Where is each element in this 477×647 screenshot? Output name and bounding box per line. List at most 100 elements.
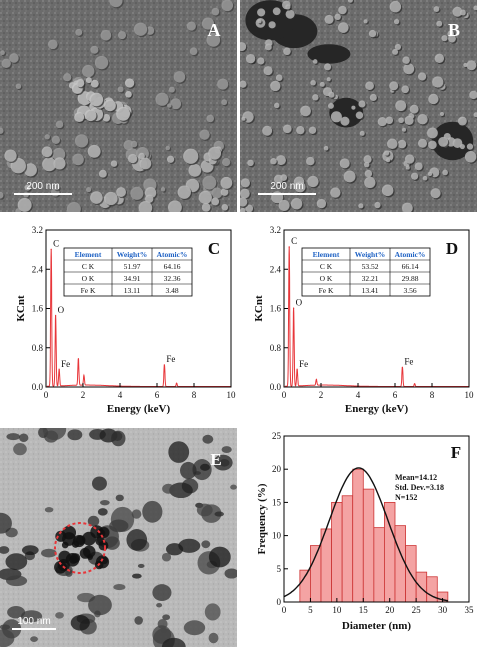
texture-particle: [355, 111, 364, 119]
texture-particle: [167, 200, 182, 212]
texture-particle: [208, 546, 231, 568]
texture-particle: [275, 155, 286, 166]
x-tick-label: 6: [155, 390, 160, 400]
texture-particle: [240, 42, 247, 52]
peak-point: [176, 382, 178, 385]
texture-particle: [358, 203, 364, 209]
texture-particle: [459, 143, 465, 150]
texture-particle: [88, 594, 112, 616]
x-tick-label: 30: [438, 605, 448, 615]
histogram-bar: [362, 488, 375, 603]
x-tick-label: 2: [319, 390, 324, 400]
table-cell: 51.97: [124, 262, 141, 271]
x-tick-label: 2: [81, 390, 86, 400]
texture-particle: [386, 138, 398, 150]
texture-particle: [168, 86, 175, 93]
texture-particle: [84, 109, 97, 122]
texture-particle: [90, 191, 103, 204]
texture-particle: [272, 7, 281, 16]
table-cell: 13.41: [362, 286, 379, 295]
y-tick-label: 15: [272, 497, 282, 507]
texture-particle: [422, 175, 428, 181]
texture-particle: [268, 21, 276, 29]
peak-point: [288, 246, 290, 248]
table-cell: C K: [82, 262, 95, 271]
texture-particle: [262, 125, 273, 136]
texture-particle: [162, 614, 171, 621]
scale-label-b: 200 nm: [270, 181, 303, 192]
texture-particle: [263, 66, 273, 76]
texture-particle: [452, 138, 463, 148]
texture-particle: [213, 454, 233, 471]
texture-particle: [76, 79, 85, 88]
texture-particle: [15, 83, 22, 90]
texture-particle: [257, 19, 262, 24]
texture-particle: [138, 152, 145, 160]
table-cell: C K: [320, 262, 333, 271]
plot-frame: [283, 435, 470, 603]
texture-particle: [72, 153, 84, 166]
y-axis-title: KCnt: [15, 295, 27, 322]
texture-particle: [457, 116, 467, 126]
texture-particle: [448, 34, 456, 43]
texture-particle: [162, 483, 175, 494]
texture-particle: [442, 169, 448, 176]
texture-particle: [351, 105, 356, 110]
table-cell: 53.52: [362, 262, 379, 271]
texture-particle: [30, 636, 38, 642]
texture-particle: [290, 197, 303, 210]
texture-particle: [92, 476, 107, 491]
texture-particle: [240, 178, 250, 188]
texture-particle: [363, 19, 368, 24]
y-tick-label: 2.4: [270, 264, 282, 274]
x-tick-label: 4: [118, 390, 123, 400]
texture-particle: [402, 202, 413, 212]
texture-particle: [221, 204, 229, 211]
texture-particle: [280, 174, 288, 181]
texture-particle: [368, 29, 377, 38]
texture-particle: [402, 56, 410, 64]
texture-particle: [63, 73, 72, 82]
texture-particle: [339, 158, 350, 169]
texture-particle: [270, 80, 281, 92]
texture-particle: [224, 568, 237, 579]
texture-particle: [138, 201, 153, 212]
eds-chart-d: C O Fe Fe 0 2 4 6 8 10 0.0 0.8 1.6 2.4 3.2 Energy (keV)…: [253, 225, 474, 415]
y-tick-label: 0.0: [32, 382, 44, 392]
texture-particle: [466, 60, 477, 71]
texture-particle: [130, 140, 138, 148]
peak-point: [77, 359, 79, 361]
texture-particle: [389, 81, 399, 91]
texture-particle: [131, 509, 142, 519]
texture-particle: [464, 151, 477, 163]
table-header: Atomic%: [157, 250, 188, 259]
texture-particle: [240, 188, 250, 199]
texture-particle: [270, 157, 277, 165]
gaussian-fit-curve: [283, 467, 448, 602]
texture-particle: [133, 22, 148, 36]
texture-particle: [439, 111, 444, 117]
texture-particle: [100, 29, 112, 41]
y-tick-label: 10: [272, 531, 282, 541]
texture-particle: [369, 93, 377, 102]
peak-point: [414, 383, 416, 385]
texture-particle: [0, 50, 5, 56]
texture-particle: [306, 156, 315, 166]
texture-particle: [115, 494, 124, 502]
x-tick-label: 8: [430, 390, 435, 400]
texture-particle: [428, 93, 439, 105]
texture-particle: [139, 157, 152, 170]
panel-letter-a: A: [208, 20, 221, 40]
scale-label-a: 200 nm: [26, 181, 59, 192]
table-cell: 32.36: [164, 274, 181, 283]
texture-particle: [74, 111, 85, 123]
texture-particle: [20, 610, 43, 623]
texture-particle: [220, 188, 229, 196]
texture-particle: [433, 6, 440, 12]
texture-particle: [110, 160, 118, 167]
texture-particle: [0, 629, 15, 647]
texture-particle: [0, 191, 4, 199]
texture-particle: [94, 55, 109, 70]
y-tick-label: 0.8: [32, 343, 44, 353]
